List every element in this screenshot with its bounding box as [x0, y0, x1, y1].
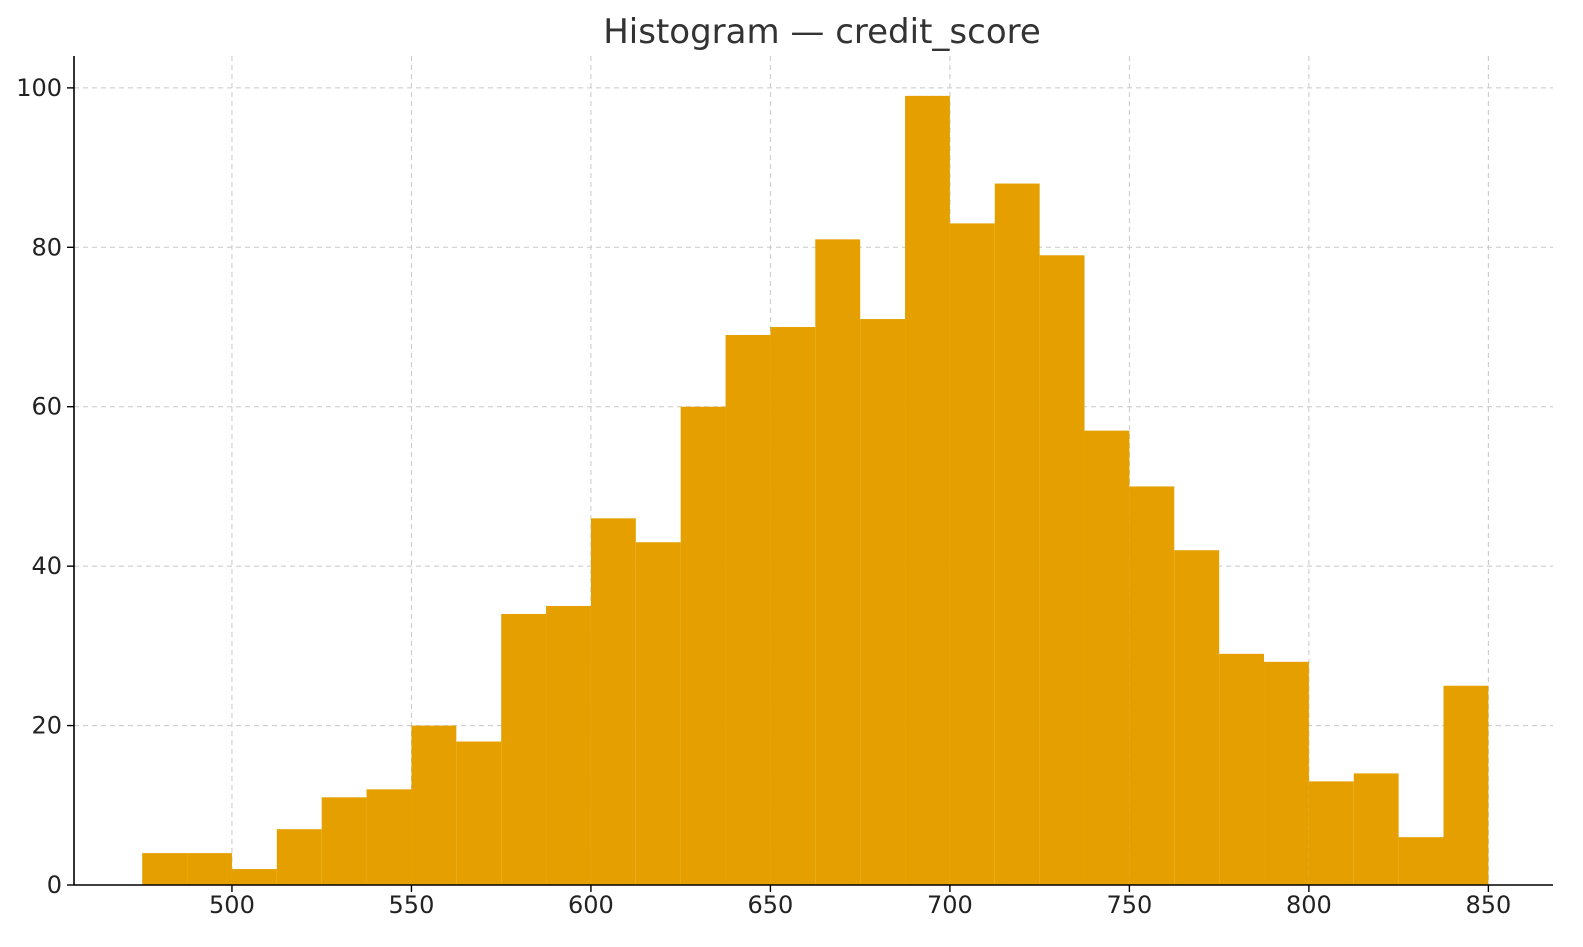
y-tick-label: 20 [31, 712, 62, 740]
histogram-bar [725, 334, 771, 886]
histogram-bar [366, 789, 412, 885]
histogram-bar [1174, 550, 1220, 885]
histogram-bar [1443, 685, 1489, 885]
histogram-bar [590, 518, 636, 885]
y-tick-label: 100 [16, 74, 62, 102]
histogram-bar [1219, 653, 1265, 885]
x-tick-label: 500 [209, 891, 255, 919]
y-tick-label: 40 [31, 552, 62, 580]
histogram-bar [321, 797, 367, 885]
histogram-bar [994, 183, 1040, 886]
histogram-bar [1308, 781, 1354, 885]
histogram-bar [949, 223, 995, 885]
histogram-bar [860, 319, 906, 885]
histogram-bar [1398, 837, 1444, 885]
histogram-bar [501, 613, 547, 885]
x-tick-label: 750 [1106, 891, 1152, 919]
histogram-bar [815, 239, 861, 885]
y-tick-label: 0 [47, 871, 62, 899]
histogram-bar [680, 406, 726, 885]
histogram-bar [231, 869, 277, 885]
axes-layer [73, 56, 1553, 886]
histogram-bar [456, 741, 502, 885]
x-tick-label: 600 [568, 891, 614, 919]
histogram-bar [1039, 255, 1085, 886]
x-tick-label: 700 [927, 891, 973, 919]
x-tick-label: 550 [389, 891, 435, 919]
histogram-bar [1129, 486, 1175, 885]
y-tick-label: 80 [31, 233, 62, 261]
histogram-bar [276, 829, 322, 885]
y-tick-label: 60 [31, 393, 62, 421]
ticks-layer: 500 550 600 650 700 750 800 850 0 20 40 60 80 100 [16, 74, 1511, 919]
x-tick-label: 650 [748, 891, 794, 919]
histogram-bar [411, 725, 457, 885]
bars-layer [142, 95, 1489, 886]
histogram-bar [546, 606, 591, 885]
histogram-bar [187, 853, 232, 885]
histogram-bar [770, 327, 816, 885]
x-tick-label: 850 [1465, 891, 1511, 919]
histogram-bar [1084, 430, 1130, 885]
chart-title: Histogram — credit_score [603, 12, 1041, 52]
histogram-bar [905, 95, 950, 885]
histogram-bar [635, 542, 681, 885]
histogram-bar [1353, 773, 1399, 885]
x-tick-label: 800 [1286, 891, 1332, 919]
histogram-bar [142, 853, 188, 885]
histogram-bar [1264, 661, 1309, 885]
